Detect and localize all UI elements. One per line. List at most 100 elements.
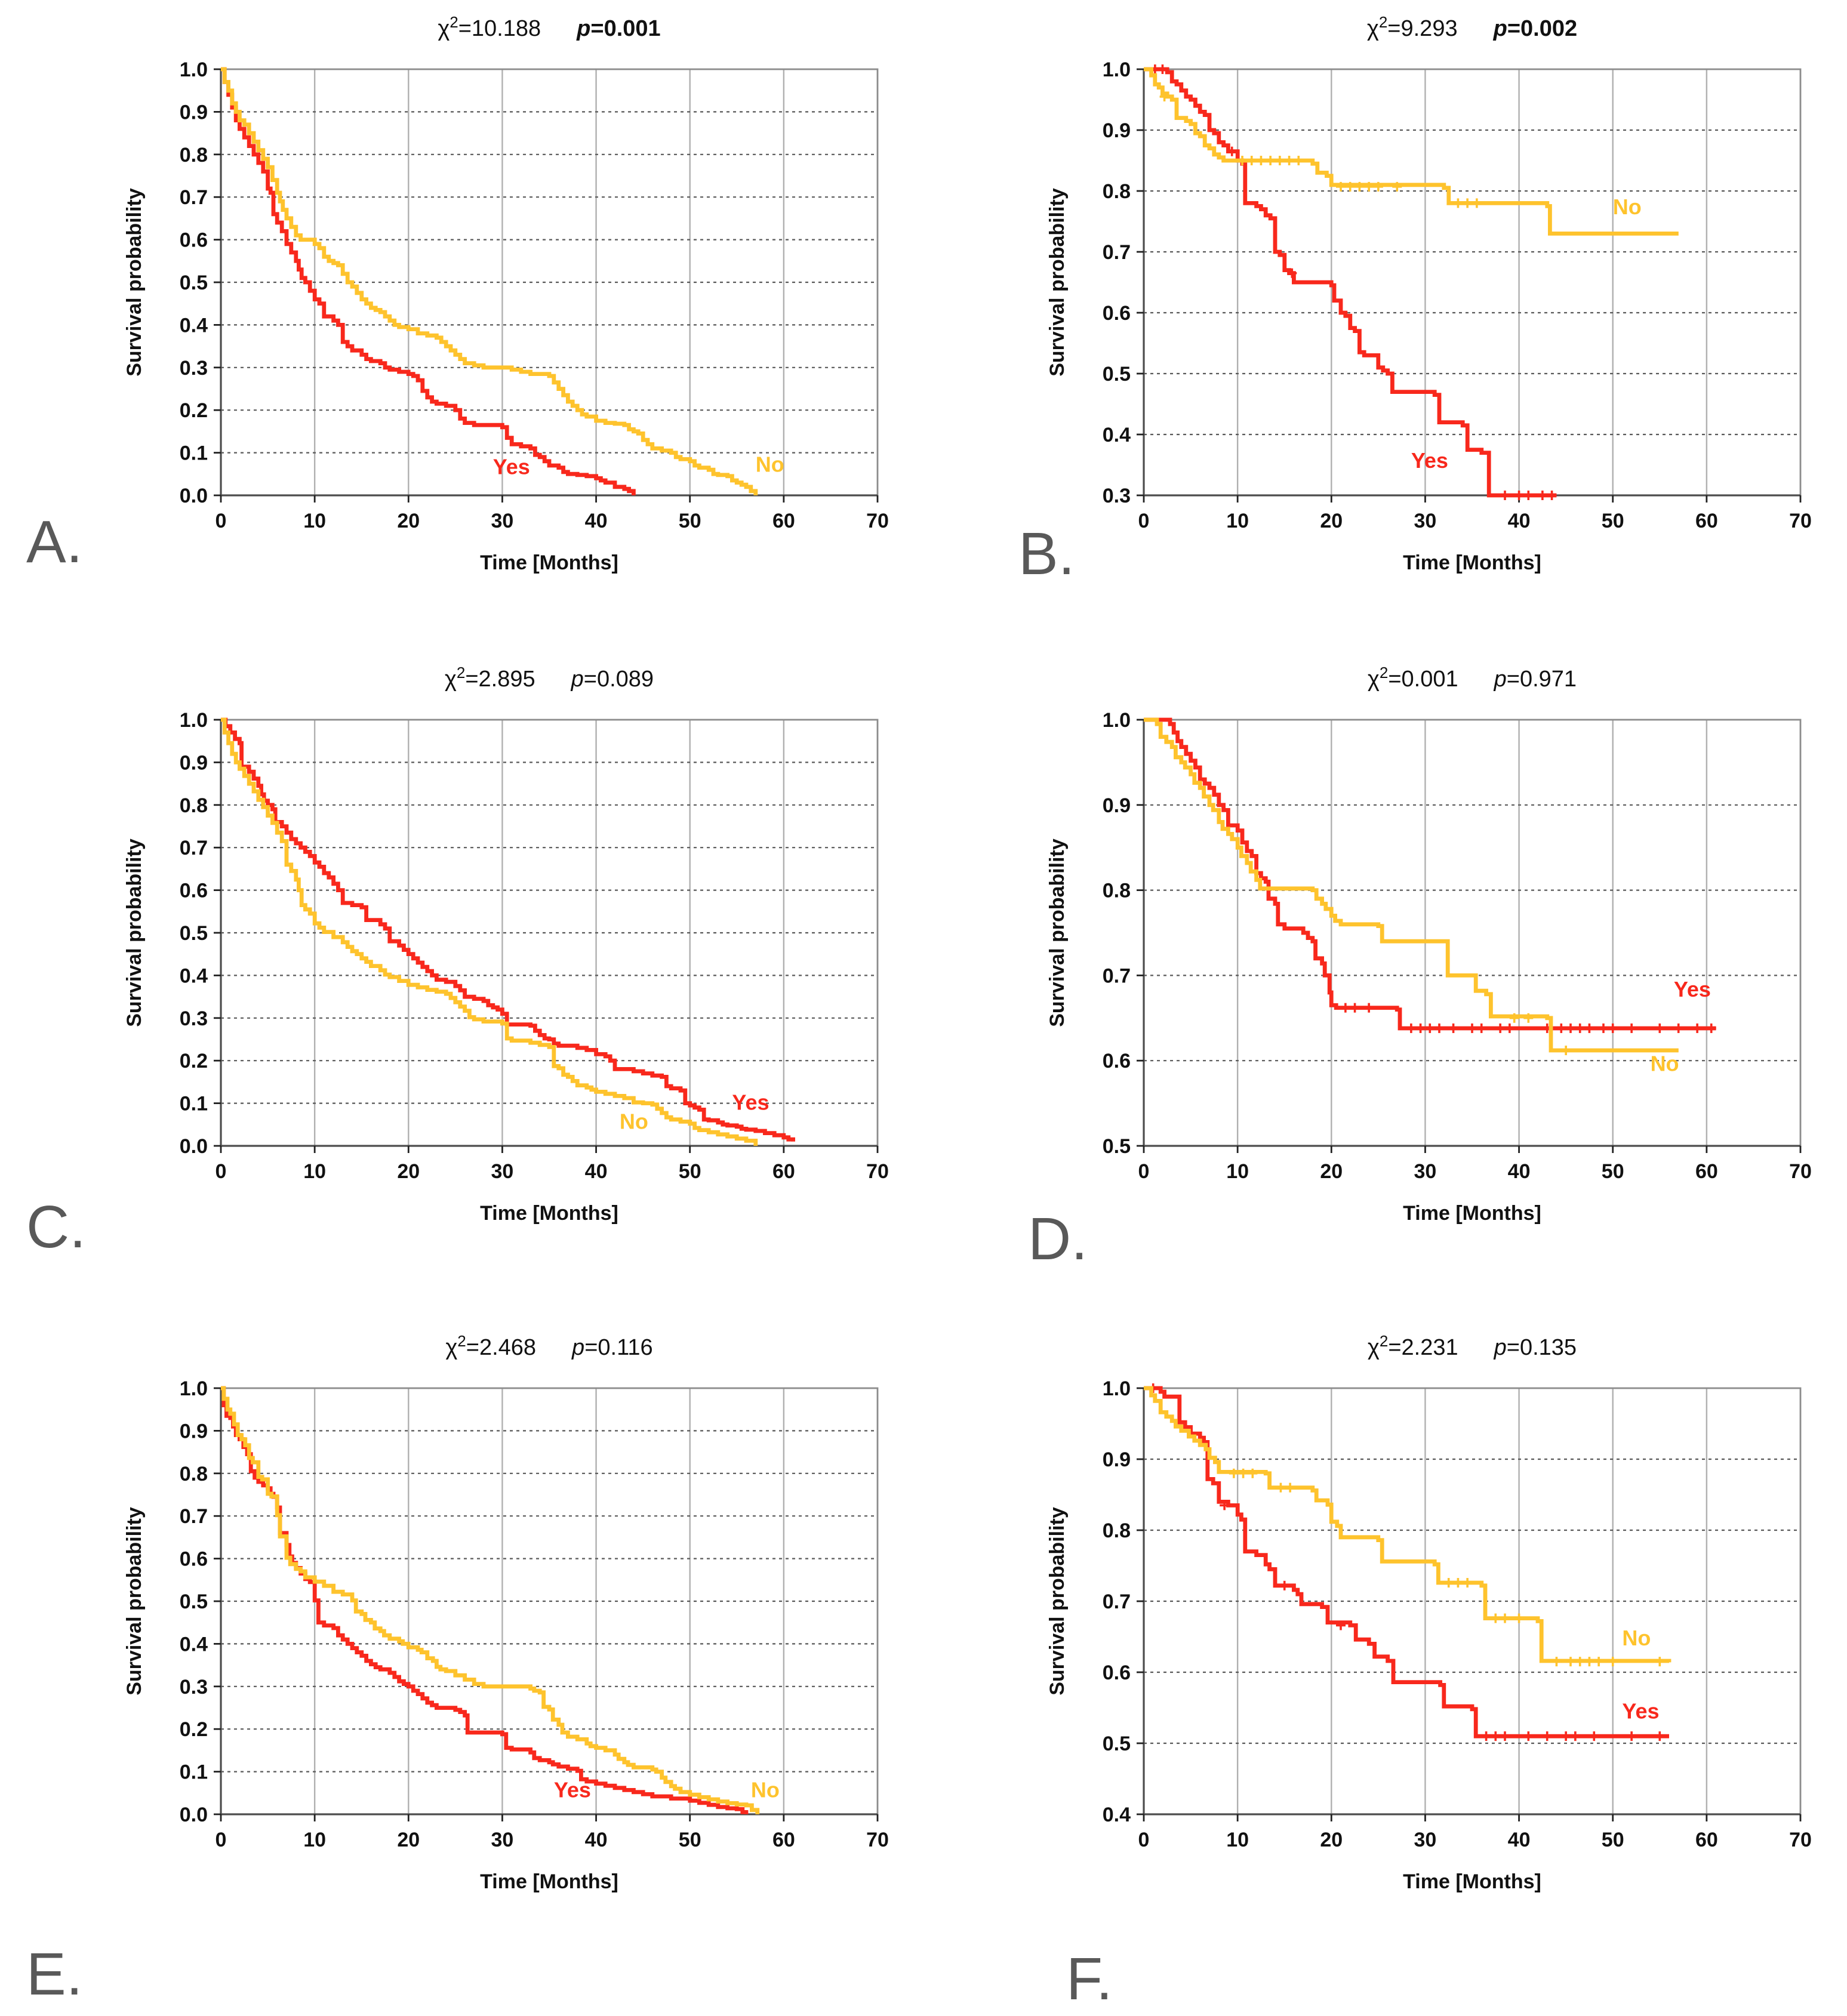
x-tick-label: 40 bbox=[585, 1160, 608, 1183]
y-tick-label: 1.0 bbox=[180, 58, 208, 81]
x-tick-label: 40 bbox=[585, 510, 608, 532]
x-tick-label: 20 bbox=[397, 1160, 420, 1183]
panel-letter-D: D. bbox=[1028, 1206, 1088, 1272]
panel-D: χ2=0.001 p=0.971 0 10 20 30 40 50 60 70 0.5 0.6 0.7 0… bbox=[923, 651, 1846, 1319]
series-label-no: No bbox=[1613, 195, 1642, 219]
curve-yes bbox=[1144, 1386, 1669, 1738]
y-tick-label: 0.1 bbox=[180, 1761, 208, 1784]
y-tick-label: 0.8 bbox=[180, 144, 208, 167]
x-axis-title: Time [Months] bbox=[480, 1202, 618, 1225]
x-tick-label: 60 bbox=[1695, 1160, 1718, 1183]
y-tick-label: 0.6 bbox=[1103, 1661, 1131, 1684]
y-tick-label: 0.9 bbox=[1103, 1448, 1131, 1471]
y-tick-label: 0.3 bbox=[180, 357, 208, 380]
panel-letter-B: B. bbox=[1018, 520, 1075, 587]
y-tick-label: 0.9 bbox=[1103, 119, 1131, 142]
curve-yes bbox=[1144, 717, 1716, 1031]
panel-title: χ2=0.001 p=0.971 bbox=[1368, 664, 1577, 692]
curve-no bbox=[1144, 67, 1679, 236]
panel-B: χ2=9.293 p=0.002 0 10 20 30 40 50 60 70 0.3 0.4 0.5 0… bbox=[923, 0, 1846, 651]
x-axis-title: Time [Months] bbox=[480, 1870, 618, 1893]
curve-no bbox=[221, 67, 758, 495]
panel-E: χ2=2.468 p=0.116 0 10 20 30 40 50 60 70 0.0 0.1 0.2 0… bbox=[0, 1319, 923, 2011]
y-tick-label: 0.7 bbox=[180, 1505, 208, 1528]
y-tick-label: 0.5 bbox=[1103, 1733, 1131, 1755]
panel-title: χ2=2.468 p=0.116 bbox=[445, 1332, 652, 1360]
y-tick-label: 0.5 bbox=[1103, 1135, 1131, 1158]
x-tick-label: 10 bbox=[303, 1160, 326, 1183]
y-tick-label: 0.5 bbox=[180, 922, 208, 945]
x-tick-label: 0 bbox=[216, 1160, 227, 1183]
y-tick-label: 1.0 bbox=[1103, 58, 1131, 81]
x-tick-label: 20 bbox=[1320, 1160, 1343, 1183]
x-tick-label: 10 bbox=[1226, 510, 1249, 532]
y-tick-label: 0.1 bbox=[180, 442, 208, 465]
x-tick-label: 10 bbox=[303, 1829, 326, 1851]
curve-yes bbox=[221, 1386, 749, 1814]
curve-no bbox=[1144, 717, 1679, 1053]
x-tick-label: 0 bbox=[1138, 1160, 1150, 1183]
x-tick-label: 30 bbox=[1414, 1829, 1437, 1851]
curve-no bbox=[1144, 1386, 1671, 1663]
x-tick-label: 50 bbox=[679, 1160, 701, 1183]
x-axis-title: Time [Months] bbox=[1403, 551, 1541, 574]
x-tick-label: 60 bbox=[1695, 510, 1718, 532]
x-tick-label: 70 bbox=[1789, 1829, 1812, 1851]
x-tick-label: 50 bbox=[1602, 510, 1624, 532]
y-axis-title: Survival probability bbox=[123, 188, 146, 377]
x-tick-label: 20 bbox=[397, 510, 420, 532]
y-axis-title: Survival probability bbox=[1046, 1507, 1069, 1696]
y-tick-label: 0.5 bbox=[1103, 363, 1131, 386]
x-tick-label: 60 bbox=[772, 1160, 795, 1183]
y-tick-label: 1.0 bbox=[180, 1377, 208, 1400]
y-tick-label: 0.6 bbox=[180, 229, 208, 252]
series-label-yes: Yes bbox=[554, 1777, 591, 1802]
y-tick-label: 0.5 bbox=[180, 1590, 208, 1613]
x-tick-label: 70 bbox=[866, 1160, 889, 1183]
x-tick-label: 70 bbox=[1789, 510, 1812, 532]
x-tick-label: 30 bbox=[491, 1160, 514, 1183]
panel-letter-C: C. bbox=[26, 1194, 86, 1260]
y-tick-label: 1.0 bbox=[1103, 1377, 1131, 1400]
survival-plot-E: χ2=2.468 p=0.116 0 10 20 30 40 50 60 70 0.0 0.1 0.2 0… bbox=[123, 1332, 889, 1893]
panel-A: χ2=10.188 p=0.001 0 10 20 30 40 50 60 70 0.0 0.1 0.2… bbox=[0, 0, 923, 651]
series-label-yes: Yes bbox=[732, 1090, 769, 1114]
y-tick-label: 0.8 bbox=[1103, 1519, 1131, 1542]
survival-plot-D: χ2=0.001 p=0.971 0 10 20 30 40 50 60 70 0.5 0.6 0.7 0… bbox=[1046, 664, 1812, 1225]
y-tick-label: 0.8 bbox=[1103, 180, 1131, 203]
x-axis-title: Time [Months] bbox=[1403, 1870, 1541, 1893]
x-tick-label: 30 bbox=[1414, 1160, 1437, 1183]
panel-F: χ2=2.231 p=0.135 0 10 20 30 40 50 60 70 0.4 0.5 0.6 0… bbox=[923, 1319, 1846, 2011]
y-tick-label: 0.0 bbox=[180, 1135, 208, 1158]
panel-title: χ2=10.188 p=0.001 bbox=[438, 13, 660, 41]
series-label-yes: Yes bbox=[493, 454, 530, 479]
x-tick-label: 20 bbox=[397, 1829, 420, 1851]
y-tick-label: 0.2 bbox=[180, 399, 208, 422]
x-tick-label: 30 bbox=[1414, 510, 1437, 532]
y-axis-title: Survival probability bbox=[123, 1507, 146, 1696]
curve-yes bbox=[1144, 67, 1557, 498]
y-axis-title: Survival probability bbox=[1046, 839, 1069, 1027]
y-tick-label: 0.4 bbox=[180, 964, 208, 987]
y-tick-label: 0.8 bbox=[180, 1463, 208, 1485]
series-label-yes: Yes bbox=[1674, 977, 1711, 1001]
y-tick-label: 0.6 bbox=[180, 880, 208, 902]
panel-C: χ2=2.895 p=0.089 0 10 20 30 40 50 60 70 0.0 0.1 0.2 0… bbox=[0, 651, 923, 1319]
panel-letter-F: F. bbox=[1066, 1946, 1113, 2012]
survival-plot-B: χ2=9.293 p=0.002 0 10 20 30 40 50 60 70 0.3 0.4 0.5 0… bbox=[1046, 13, 1812, 574]
x-axis-title: Time [Months] bbox=[1403, 1202, 1541, 1225]
x-tick-label: 10 bbox=[1226, 1160, 1249, 1183]
y-tick-label: 0.6 bbox=[1103, 302, 1131, 325]
y-tick-label: 0.7 bbox=[180, 837, 208, 859]
series-label-no: No bbox=[1651, 1051, 1679, 1075]
x-tick-label: 10 bbox=[1226, 1829, 1249, 1851]
x-tick-label: 70 bbox=[1789, 1160, 1812, 1183]
y-tick-label: 0.3 bbox=[180, 1676, 208, 1699]
y-tick-label: 0.0 bbox=[180, 485, 208, 507]
x-tick-label: 0 bbox=[216, 510, 227, 532]
y-tick-label: 0.8 bbox=[1103, 880, 1131, 902]
y-tick-label: 0.0 bbox=[180, 1804, 208, 1826]
x-axis-title: Time [Months] bbox=[480, 551, 618, 574]
